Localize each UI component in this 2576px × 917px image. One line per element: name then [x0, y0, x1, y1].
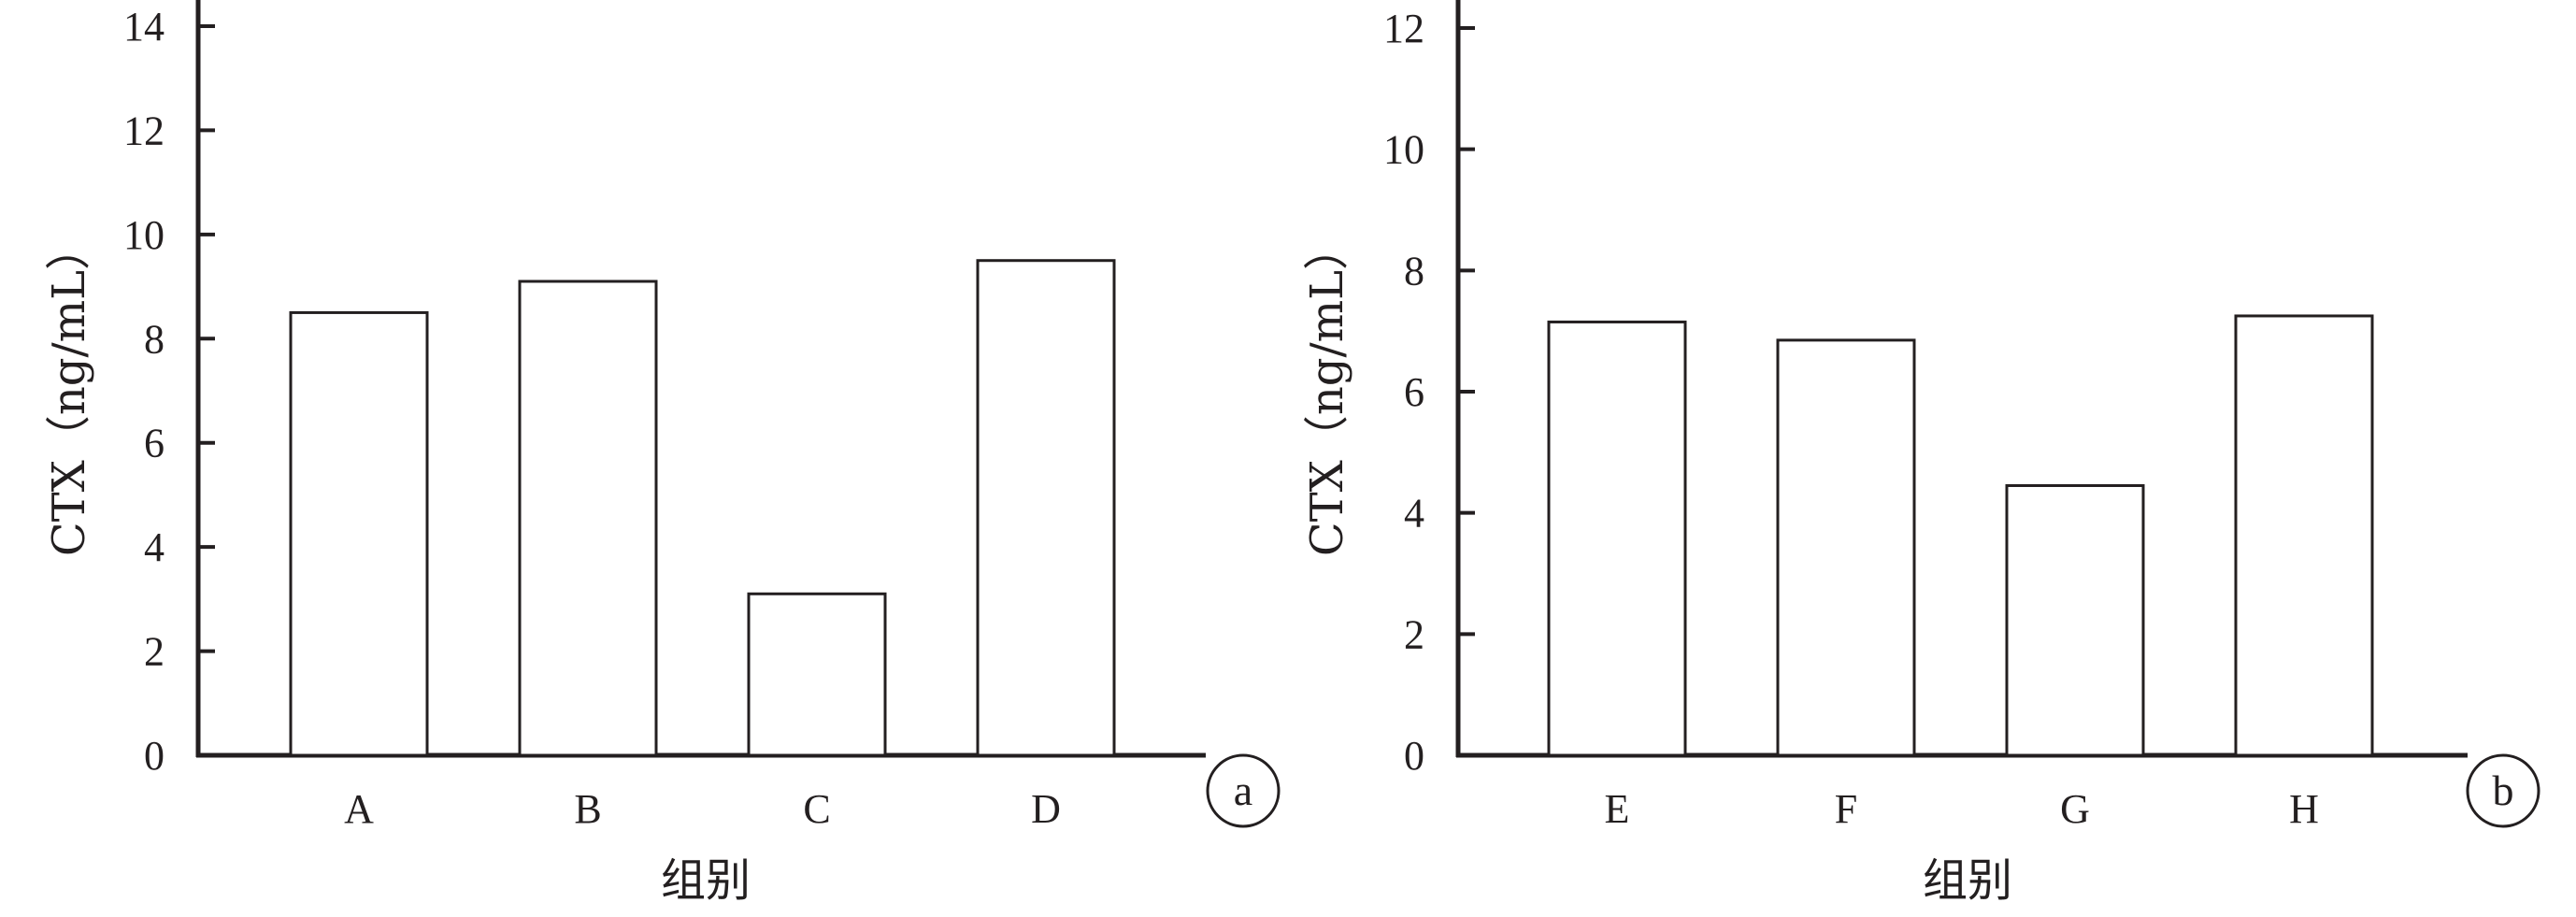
bar-E: [1547, 320, 1687, 757]
category-label-C: C: [803, 786, 830, 832]
y-axis-title-a: CTX（ng/mL）: [43, 225, 95, 556]
panel-label-b: b: [2493, 767, 2514, 814]
y-tick-label-b-4: 4: [1404, 491, 1424, 537]
x-axis-title-a: 组别: [661, 854, 751, 907]
x-axis-title-b: 组别: [1923, 854, 2012, 907]
y-tick-label-a-14: 14: [123, 4, 165, 50]
bar-A: [289, 310, 429, 757]
panel-label-a: a: [1234, 767, 1252, 814]
bar-F: [1776, 338, 1916, 757]
y-tick-label-a-8: 8: [144, 316, 165, 362]
panel-label-circle-a: [1206, 753, 1281, 828]
y-tick-label-a-12: 12: [123, 107, 165, 153]
category-label-G: G: [2060, 786, 2090, 832]
y-tick-label-b-8: 8: [1404, 248, 1424, 294]
category-label-E: E: [1605, 786, 1630, 832]
category-label-F: F: [1835, 786, 1857, 832]
bar-H: [2234, 314, 2374, 757]
y-tick-label-a-4: 4: [144, 524, 165, 570]
y-tick-label-b-0: 0: [1404, 733, 1424, 779]
y-tick-label-a-10: 10: [123, 212, 165, 258]
y-tick-label-a-2: 2: [144, 629, 165, 675]
panel-label-circle-b: [2466, 753, 2540, 828]
bar-B: [518, 279, 658, 757]
category-label-D: D: [1031, 786, 1061, 832]
bar-D: [976, 259, 1116, 757]
y-tick-label-b-10: 10: [1383, 127, 1424, 173]
y-tick-label-b-2: 2: [1404, 611, 1424, 657]
y-tick-label-b-12: 12: [1383, 6, 1424, 51]
bar-C: [747, 592, 887, 757]
y-tick-label-b-6: 6: [1404, 369, 1424, 415]
bar-G: [2005, 483, 2145, 757]
category-label-B: B: [574, 786, 601, 832]
y-tick-label-a-6: 6: [144, 421, 165, 466]
y-axis-title-b: CTX（ng/mL）: [1301, 225, 1353, 556]
y-tick-label-a-0: 0: [144, 733, 165, 779]
category-label-A: A: [344, 786, 374, 832]
category-label-H: H: [2289, 786, 2319, 832]
